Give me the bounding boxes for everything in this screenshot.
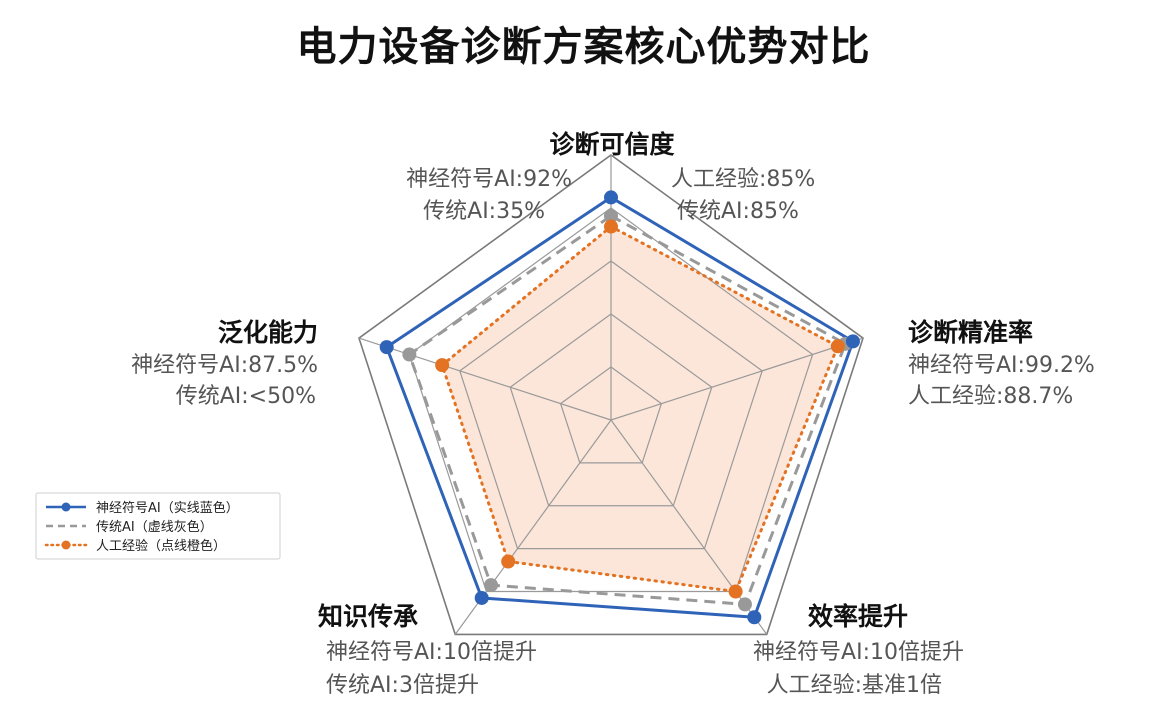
grid-ring-2 [509, 313, 713, 507]
annotation-efficiency-1: 神经符号AI:10倍提升 [753, 640, 964, 665]
legend-marker-manual [61, 540, 71, 550]
series-0-point-4 [379, 340, 394, 355]
series-2-point-4 [435, 358, 450, 373]
annotation-reliability-right-2: 传统AI:85% [677, 199, 799, 224]
annotation-generalization-1: 神经符号AI:87.5% [131, 353, 318, 378]
chart-title: 电力设备诊断方案核心优势对比 [296, 24, 871, 70]
legend-box [35, 492, 281, 560]
series-layer [379, 190, 860, 625]
legend-label-traditional: 传统AI（虚线灰色） [96, 519, 213, 535]
annotation-reliability-right-1: 人工经验:85% [671, 167, 815, 192]
series-line-1 [407, 214, 847, 606]
legend: 神经符号AI（实线蓝色） 传统AI（虚线灰色） 人工经验（点线橙色） [35, 492, 281, 560]
annotation-reliability-left-1: 神经符号AI:92% [406, 167, 572, 192]
annotation-reliability-left-2: 传统AI:35% [423, 199, 545, 224]
series-1-point-4 [402, 347, 417, 362]
annotation-efficiency-2: 人工经验:基准1倍 [767, 673, 942, 698]
annotation-knowledge-1: 神经符号AI:10倍提升 [326, 640, 537, 665]
series-0-point-3 [474, 590, 489, 605]
legend-label-neuro: 神经符号AI（实线蓝色） [96, 500, 239, 516]
annotation-precision-2: 人工经验:88.7% [908, 384, 1073, 409]
annotation-generalization-2: 传统AI:<50% [176, 384, 316, 409]
series-2-point-1 [830, 339, 845, 354]
legend-marker-neuro [61, 502, 71, 512]
axis-spoke-2 [610, 419, 768, 635]
axis-name-reliability: 诊断可信度 [549, 130, 674, 159]
series-1-point-2 [737, 597, 752, 612]
grid-ring-3 [459, 260, 763, 550]
axis-name-precision: 诊断精准率 [908, 318, 1033, 347]
axis-name-knowledge: 知识传承 [318, 602, 418, 631]
axis-name-generalization: 泛化能力 [218, 318, 318, 347]
series-2-point-2 [728, 584, 743, 599]
series-0-point-0 [604, 190, 618, 205]
axis-name-efficiency: 效率提升 [808, 602, 908, 631]
annotation-knowledge-2: 传统AI:3倍提升 [326, 673, 479, 698]
series-0-point-1 [845, 334, 860, 349]
series-line-0 [385, 195, 855, 619]
series-2-point-0 [604, 219, 618, 234]
series-0-point-2 [747, 610, 762, 625]
axis-spoke-1 [610, 337, 864, 421]
axis-spoke-4 [358, 337, 612, 421]
grid-ring-5 [358, 154, 864, 636]
orange-fill-area [442, 226, 838, 592]
series-1-point-3 [484, 578, 499, 593]
grid-ring-1 [559, 366, 663, 464]
series-2-point-3 [501, 554, 516, 569]
legend-label-manual: 人工经验（点线橙色） [96, 538, 226, 554]
series-1-point-0 [604, 208, 618, 223]
series-line-2 [440, 225, 840, 594]
radar-grid [358, 154, 864, 636]
annotation-precision-1: 神经符号AI:99.2% [908, 353, 1095, 378]
